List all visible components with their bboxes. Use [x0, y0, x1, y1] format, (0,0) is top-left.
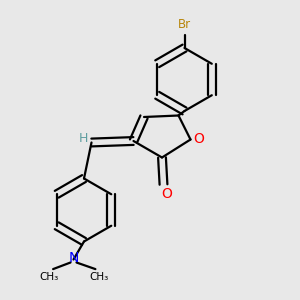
- Text: O: O: [194, 132, 204, 146]
- Text: H: H: [78, 131, 88, 145]
- Text: CH₃: CH₃: [89, 272, 109, 283]
- Text: Br: Br: [178, 19, 191, 32]
- Text: N: N: [68, 251, 79, 265]
- Text: O: O: [162, 187, 172, 200]
- Text: CH₃: CH₃: [40, 272, 59, 283]
